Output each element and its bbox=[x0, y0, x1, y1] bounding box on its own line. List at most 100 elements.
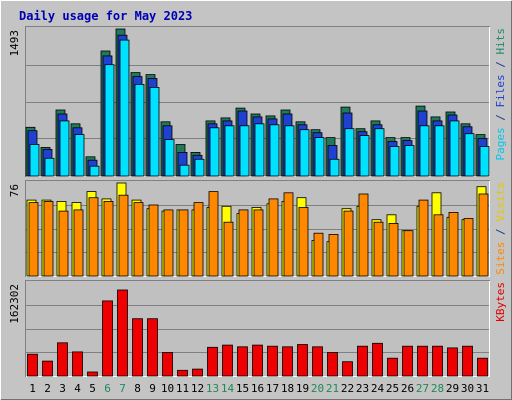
bar-kbytes-day-21 bbox=[327, 352, 338, 377]
bar-pages-day-6 bbox=[104, 64, 115, 177]
bar-kbytes-day-16 bbox=[252, 344, 263, 377]
bar-sites-day-3 bbox=[58, 210, 69, 277]
legend-part: Sites bbox=[494, 242, 507, 275]
bar-pages-day-31 bbox=[479, 146, 490, 177]
day-label-26: 26 bbox=[401, 382, 414, 395]
day-label-9: 9 bbox=[149, 382, 156, 395]
bar-pages-day-14 bbox=[224, 125, 235, 177]
bar-kbytes-day-3 bbox=[57, 342, 68, 377]
day-label-4: 4 bbox=[74, 382, 81, 395]
legend-part: / bbox=[494, 108, 507, 128]
bar-sites-day-12 bbox=[193, 202, 204, 277]
bar-sites-day-5 bbox=[88, 197, 99, 277]
bar-kbytes-day-31 bbox=[477, 357, 488, 377]
day-label-29: 29 bbox=[446, 382, 459, 395]
bar-pages-day-28 bbox=[434, 125, 445, 177]
bar-sites-day-2 bbox=[43, 200, 54, 277]
bar-sites-day-13 bbox=[208, 191, 219, 277]
bar-pages-day-16 bbox=[254, 123, 265, 177]
panel-highlight-edge bbox=[26, 281, 490, 377]
bar-kbytes-day-1 bbox=[27, 353, 38, 377]
day-label-14: 14 bbox=[221, 382, 235, 395]
day-label-10: 10 bbox=[161, 382, 174, 395]
bar-pages-day-7 bbox=[119, 39, 130, 177]
bar-sites-day-30 bbox=[463, 218, 474, 277]
bar-pages-day-2 bbox=[44, 157, 55, 177]
legend-part: KBytes bbox=[494, 282, 507, 322]
day-label-13: 13 bbox=[206, 382, 219, 395]
bar-pages-day-24 bbox=[374, 128, 385, 177]
day-label-23: 23 bbox=[356, 382, 369, 395]
bar-pages-day-9 bbox=[149, 87, 160, 177]
bar-kbytes-day-18 bbox=[282, 346, 293, 377]
bar-kbytes-day-10 bbox=[162, 352, 173, 377]
panel-highlight-edge bbox=[26, 181, 490, 277]
bar-pages-day-1 bbox=[29, 144, 40, 177]
bar-sites-day-15 bbox=[238, 209, 249, 277]
panel-shadow-edge bbox=[25, 180, 490, 277]
bar-pages-day-17 bbox=[269, 124, 280, 177]
legend-part: Pages bbox=[494, 127, 507, 160]
bar-sites-day-23 bbox=[358, 193, 369, 277]
chart-title: Daily usage for May 2023 bbox=[19, 9, 192, 23]
day-label-19: 19 bbox=[296, 382, 309, 395]
y-max-label: 1493 bbox=[8, 30, 21, 57]
day-label-21: 21 bbox=[326, 382, 339, 395]
bar-pages-day-29 bbox=[449, 120, 460, 177]
series-legend-label: KBytes bbox=[494, 282, 507, 322]
day-label-24: 24 bbox=[371, 382, 385, 395]
day-label-2: 2 bbox=[44, 382, 51, 395]
bar-sites-day-20 bbox=[313, 232, 324, 277]
bar-sites-day-17 bbox=[268, 198, 279, 277]
legend-part: / bbox=[494, 222, 507, 242]
day-label-15: 15 bbox=[236, 382, 249, 395]
bar-kbytes-day-20 bbox=[312, 346, 323, 377]
bar-pages-day-15 bbox=[239, 125, 250, 177]
day-label-17: 17 bbox=[266, 382, 279, 395]
legend-part: Files bbox=[494, 74, 507, 107]
day-label-22: 22 bbox=[341, 382, 354, 395]
bar-pages-day-8 bbox=[134, 84, 145, 177]
day-label-3: 3 bbox=[59, 382, 66, 395]
y-max-label: 76 bbox=[8, 184, 21, 197]
bar-kbytes-day-4 bbox=[72, 351, 83, 377]
bar-pages-day-20 bbox=[314, 137, 325, 177]
bar-kbytes-day-9 bbox=[147, 318, 158, 377]
series-sites bbox=[28, 191, 489, 277]
bar-kbytes-day-25 bbox=[387, 357, 398, 377]
bar-sites-day-10 bbox=[163, 209, 174, 277]
bar-kbytes-day-11 bbox=[177, 369, 188, 377]
day-label-20: 20 bbox=[311, 382, 324, 395]
day-label-31: 31 bbox=[476, 382, 489, 395]
legend-part: Hits bbox=[494, 28, 507, 55]
day-label-18: 18 bbox=[281, 382, 294, 395]
panel-shadow-edge bbox=[25, 26, 490, 177]
bar-sites-day-18 bbox=[283, 192, 294, 277]
day-label-27: 27 bbox=[416, 382, 429, 395]
bar-sites-day-9 bbox=[148, 204, 159, 277]
bar-kbytes-day-2 bbox=[42, 360, 53, 377]
bar-sites-day-6 bbox=[103, 200, 114, 277]
bar-kbytes-day-12 bbox=[192, 368, 203, 377]
bar-pages-day-23 bbox=[359, 135, 370, 177]
bar-pages-day-11 bbox=[179, 164, 190, 177]
bar-kbytes-day-7 bbox=[117, 289, 128, 377]
bar-pages-day-19 bbox=[299, 129, 310, 177]
series-legend-label: Pages / Files / Hits bbox=[494, 28, 507, 161]
bar-sites-day-1 bbox=[28, 202, 39, 277]
bar-kbytes-day-6 bbox=[102, 300, 113, 377]
bar-pages-day-10 bbox=[164, 139, 175, 177]
day-label-16: 16 bbox=[251, 382, 264, 395]
legend-part: Visits bbox=[494, 182, 507, 222]
bar-kbytes-day-14 bbox=[222, 344, 233, 377]
y-max-label: 162302 bbox=[8, 284, 21, 324]
series-pages bbox=[29, 39, 490, 177]
panel-highlight-edge bbox=[26, 27, 490, 177]
series-legend-label: Sites / Visits bbox=[494, 182, 507, 275]
bar-sites-day-26 bbox=[403, 230, 414, 277]
bar-sites-day-31 bbox=[478, 193, 489, 277]
bar-pages-day-18 bbox=[284, 125, 295, 177]
day-label-12: 12 bbox=[191, 382, 204, 395]
